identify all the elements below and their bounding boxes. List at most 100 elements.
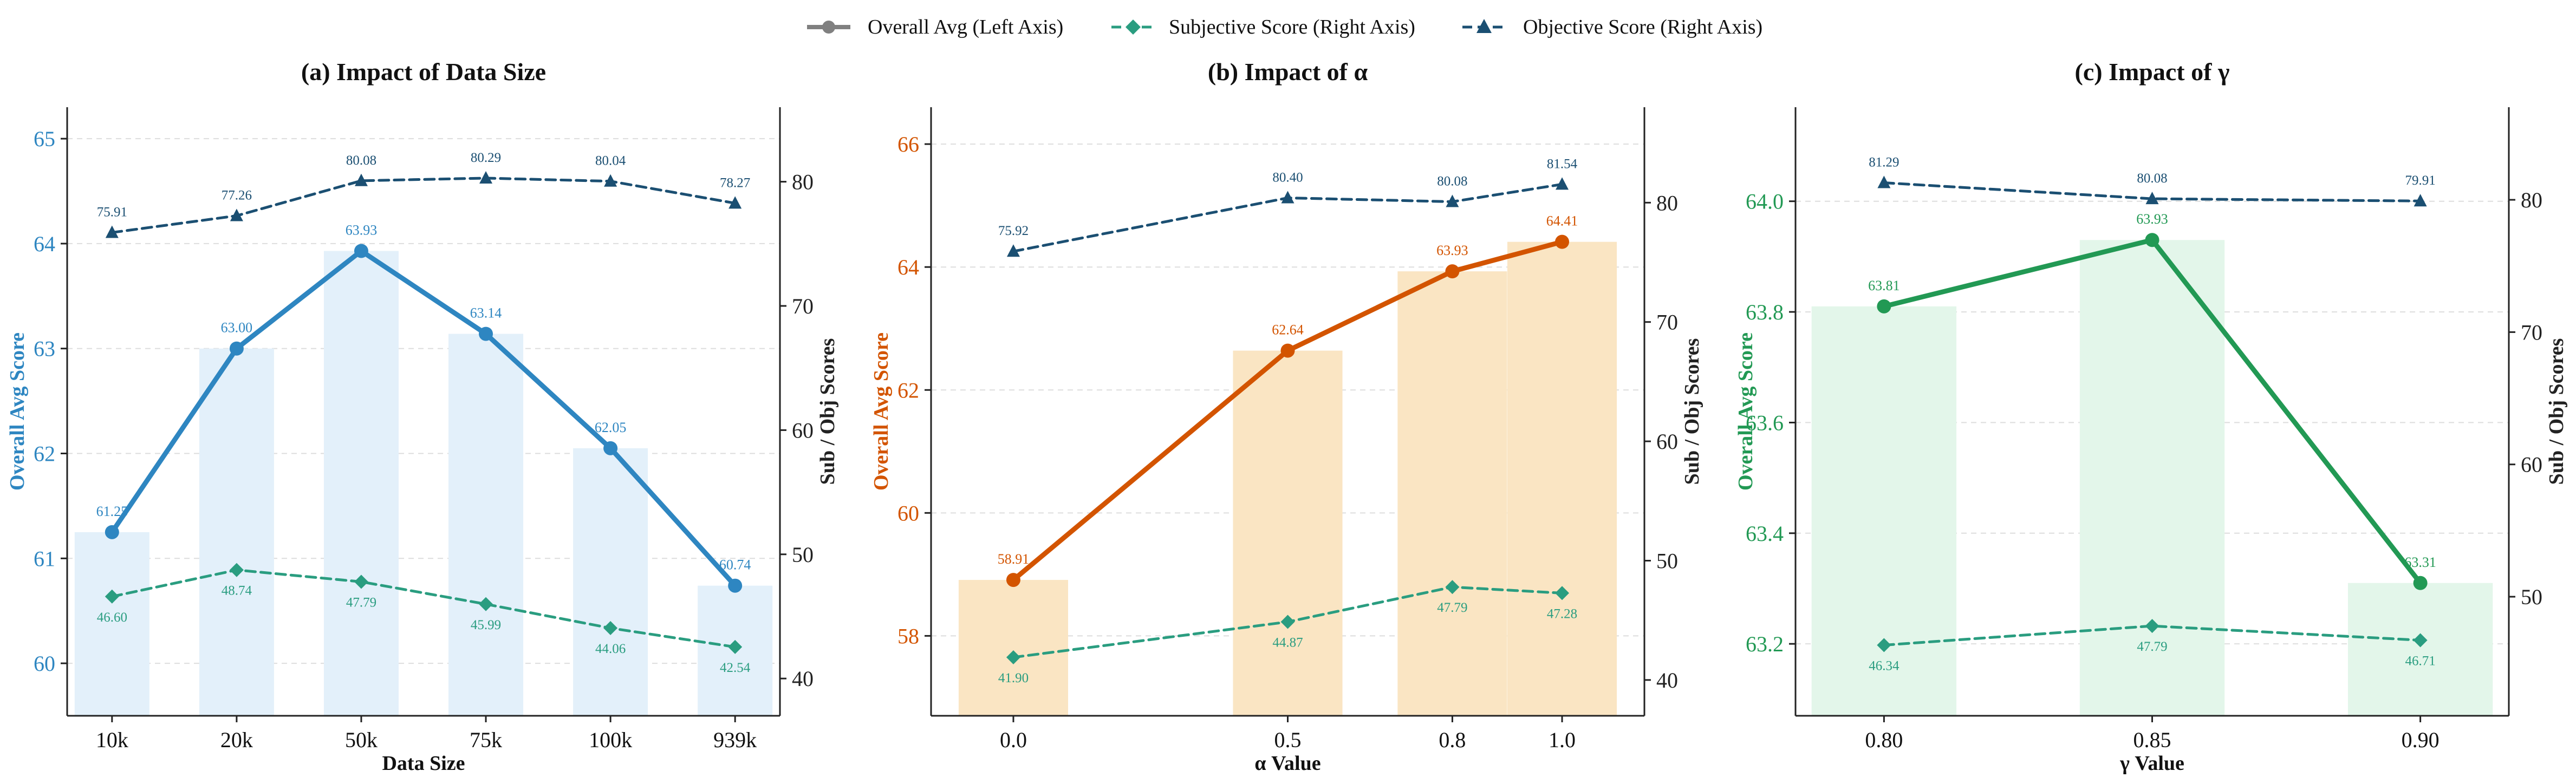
overall-data-label: 62.64 bbox=[1272, 322, 1304, 338]
objective-point bbox=[105, 225, 119, 238]
x-tick-label: 75k bbox=[470, 728, 502, 752]
objective-point bbox=[1281, 191, 1294, 204]
x-tick-label: 20k bbox=[220, 728, 253, 752]
left-tick-label: 63.4 bbox=[1746, 521, 1784, 546]
left-tick-label: 60 bbox=[34, 651, 55, 676]
overall-bar bbox=[1397, 271, 1507, 716]
objective-point bbox=[604, 174, 617, 187]
panel-data-size: 60 61 62 63 64 65 40 50 60 70 80 10k 20k 50k 75k 100k 93… bbox=[6, 58, 839, 775]
subjective-point bbox=[354, 574, 368, 589]
x-axis-label: Data Size bbox=[382, 752, 465, 775]
legend: Overall Avg (Left Axis) Subjective Score… bbox=[807, 16, 1762, 38]
right-tick-label: 60 bbox=[1656, 429, 1678, 454]
x-tick-label: 10k bbox=[96, 728, 128, 752]
subjective-data-label: 46.71 bbox=[2405, 654, 2435, 668]
overall-bar bbox=[1507, 241, 1617, 716]
overall-data-label: 63.93 bbox=[1436, 243, 1468, 258]
left-tick-label: 64.0 bbox=[1746, 190, 1784, 214]
legend-label-objective: Objective Score (Right Axis) bbox=[1523, 16, 1762, 38]
x-tick-label: 50k bbox=[345, 728, 378, 752]
objective-series-line bbox=[110, 177, 737, 234]
objective-point bbox=[354, 173, 368, 186]
subjective-point bbox=[1006, 650, 1020, 665]
overall-bar bbox=[573, 448, 648, 716]
subjective-data-label: 44.87 bbox=[1272, 636, 1303, 650]
objective-data-label: 80.04 bbox=[595, 154, 626, 168]
objective-data-label: 77.26 bbox=[222, 188, 252, 202]
subjective-point bbox=[479, 597, 493, 611]
objective-data-label: 79.91 bbox=[2405, 173, 2435, 188]
overall-data-label: 64.41 bbox=[1546, 213, 1578, 229]
overall-bar bbox=[1233, 350, 1343, 716]
overall-point bbox=[728, 578, 743, 593]
overall-point bbox=[479, 326, 493, 341]
right-tick-label: 60 bbox=[2521, 453, 2542, 477]
objective-data-label: 81.54 bbox=[1547, 156, 1578, 171]
left-tick-label: 63 bbox=[34, 337, 55, 361]
x-tick-label: 0.80 bbox=[1865, 728, 1903, 752]
left-axis-label: Overall Avg Score bbox=[6, 332, 29, 491]
x-tick-label: 0.85 bbox=[2133, 728, 2171, 752]
right-tick-label: 50 bbox=[2521, 585, 2542, 609]
subjective-point bbox=[728, 639, 743, 654]
overall-data-label: 63.00 bbox=[221, 320, 253, 336]
subjective-point bbox=[1877, 638, 1891, 652]
left-tick-label: 64 bbox=[34, 232, 55, 256]
right-axis-label: Sub / Obj Scores bbox=[1681, 338, 1703, 485]
subjective-data-label: 41.90 bbox=[998, 671, 1029, 685]
objective-data-label: 80.40 bbox=[1272, 170, 1303, 185]
legend-label-overall: Overall Avg (Left Axis) bbox=[868, 16, 1063, 38]
objective-data-label: 81.29 bbox=[1869, 155, 1899, 170]
objective-point bbox=[479, 171, 493, 184]
objective-data-label: 80.08 bbox=[2137, 171, 2167, 186]
overall-data-label: 63.93 bbox=[346, 222, 378, 238]
overall-point bbox=[2413, 576, 2428, 590]
overall-data-label: 61.25 bbox=[96, 504, 128, 519]
subjective-point bbox=[229, 563, 244, 577]
left-axis-label: Overall Avg Score bbox=[1734, 332, 1757, 491]
overall-data-label: 58.91 bbox=[998, 551, 1030, 567]
overall-point bbox=[1877, 299, 1891, 313]
legend-marker-diamond bbox=[1126, 19, 1141, 35]
overall-point bbox=[229, 341, 244, 356]
right-tick-label: 70 bbox=[1656, 310, 1678, 335]
x-axis-label: γ Value bbox=[2119, 752, 2184, 775]
objective-point bbox=[1556, 177, 1569, 190]
overall-data-label: 60.74 bbox=[719, 557, 751, 573]
objective-data-label: 75.92 bbox=[998, 224, 1029, 238]
x-tick-label: 939k bbox=[713, 728, 757, 752]
left-tick-label: 66 bbox=[897, 132, 919, 156]
right-tick-label: 80 bbox=[1656, 191, 1678, 215]
overall-bar bbox=[2347, 583, 2493, 716]
subjective-data-label: 46.34 bbox=[1869, 659, 1900, 674]
panel-gamma: 63.2 63.4 63.6 63.8 64.0 50 60 70 80 0.80 0.85 0.90… bbox=[1734, 58, 2568, 775]
right-tick-label: 70 bbox=[792, 294, 814, 318]
subjective-data-label: 47.79 bbox=[2137, 639, 2167, 654]
overall-point bbox=[354, 244, 368, 258]
overall-point bbox=[2145, 233, 2159, 247]
legend-label-subjective: Subjective Score (Right Axis) bbox=[1169, 16, 1415, 38]
objective-data-label: 80.08 bbox=[346, 153, 376, 168]
subjective-point bbox=[105, 589, 119, 604]
legend-item-subjective: Subjective Score (Right Axis) bbox=[1111, 16, 1415, 38]
objective-point bbox=[1877, 175, 1891, 188]
subjective-point bbox=[2145, 619, 2159, 633]
objective-point bbox=[1446, 194, 1459, 207]
legend-marker-triangle bbox=[1476, 19, 1492, 33]
subjective-data-label: 47.28 bbox=[1547, 606, 1577, 621]
overall-series-line bbox=[109, 248, 738, 589]
overall-point bbox=[105, 525, 119, 539]
x-axis-label: α Value bbox=[1254, 752, 1320, 775]
left-tick-label: 65 bbox=[34, 127, 55, 151]
left-tick-label: 58 bbox=[897, 624, 919, 648]
right-axis-label: Sub / Obj Scores bbox=[2545, 338, 2568, 485]
subjective-data-label: 46.60 bbox=[97, 610, 127, 625]
objective-data-label: 80.08 bbox=[1437, 174, 1467, 189]
overall-bar bbox=[958, 580, 1069, 716]
objective-point bbox=[230, 208, 243, 221]
subjective-data-label: 44.06 bbox=[595, 642, 626, 656]
overall-series-line bbox=[1011, 239, 1565, 583]
left-tick-label: 60 bbox=[897, 501, 919, 525]
left-tick-label: 63.2 bbox=[1746, 632, 1784, 656]
